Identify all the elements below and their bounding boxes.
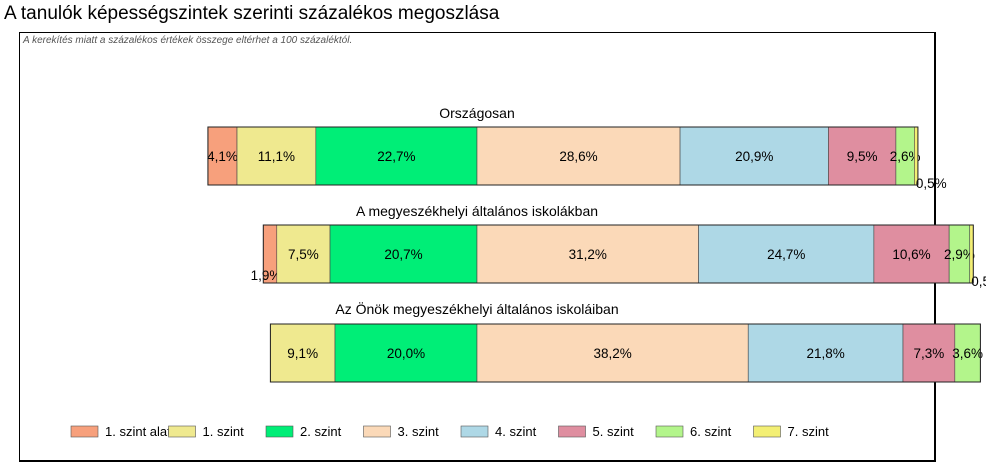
legend-swatch [753, 425, 781, 438]
data-label: 10,6% [892, 247, 930, 262]
legend-swatch [70, 425, 99, 438]
group-title: A megyeszékhelyi általános iskolákban [356, 203, 598, 219]
legend-swatch [363, 425, 391, 438]
legend-swatch [558, 425, 586, 438]
legend-label: 7. szint [788, 424, 830, 439]
bar-segment-level-1 [236, 126, 317, 186]
data-label: 7,5% [288, 247, 319, 262]
bar-segment-level-5 [828, 126, 897, 186]
bar-outline [207, 126, 919, 186]
data-label: 31,2% [569, 247, 607, 262]
legend-label: 2. szint [300, 424, 342, 439]
bar-segment-level-4 [747, 323, 904, 383]
group-title: Az Önök megyeszékhelyi általános iskolái… [335, 300, 618, 317]
bar-segment-level-4 [679, 126, 829, 186]
bar-segment-level-5 [873, 224, 950, 284]
legend-label: 5. szint [593, 424, 635, 439]
data-label: 7,3% [914, 346, 945, 361]
legend-label: 4. szint [495, 424, 537, 439]
data-label: 2,6% [890, 149, 921, 164]
data-label: 9,5% [847, 149, 878, 164]
bar-segment-level-1 [276, 224, 331, 284]
bar-segment-level-1 [270, 323, 336, 383]
data-label: 38,2% [593, 346, 631, 361]
legend-swatch [265, 425, 294, 438]
bar-segment-level-2 [329, 224, 478, 284]
data-label: 11,1% [258, 149, 295, 164]
legend-swatch [460, 425, 489, 438]
bar-segment-level-3 [476, 224, 699, 284]
bar-outline [269, 323, 981, 383]
legend-label: 6. szint [690, 424, 732, 439]
data-label: 2,9% [944, 247, 975, 262]
legend-label: 1. szint [203, 424, 245, 439]
data-label: 21,8% [806, 346, 844, 361]
data-label: 24,7% [767, 247, 805, 262]
bar-outline [262, 224, 974, 284]
data-label: 0,5% [916, 176, 947, 191]
data-label: 20,7% [384, 247, 422, 262]
data-label: 9,1% [287, 346, 318, 361]
bar-segment-level-2 [315, 126, 478, 186]
data-label: 22,7% [377, 149, 415, 164]
data-label: 20,0% [387, 346, 425, 361]
data-label: 1,9% [251, 268, 282, 283]
data-label: 0,5% [971, 274, 986, 289]
data-label: 28,6% [559, 149, 597, 164]
bar-segment-level-5 [902, 323, 956, 383]
rounding-note: A kerekítés miatt a százalékos értékek ö… [23, 35, 353, 46]
bar-segment-level-4 [698, 224, 875, 284]
legend-swatch [168, 425, 196, 438]
legend-label: 3. szint [398, 424, 440, 439]
legend-label: 1. szint alatti [105, 424, 177, 439]
bar-segment-level-6 [954, 323, 981, 383]
data-label: 20,9% [735, 149, 773, 164]
legend-swatch [655, 425, 684, 438]
bar-segment-level-3 [476, 323, 749, 383]
page-title: A tanulók képességszintek szerinti száza… [4, 3, 500, 24]
group-title: Országosan [439, 105, 514, 121]
data-label: 3,6% [952, 346, 983, 361]
data-label: 4,1% [207, 149, 238, 164]
